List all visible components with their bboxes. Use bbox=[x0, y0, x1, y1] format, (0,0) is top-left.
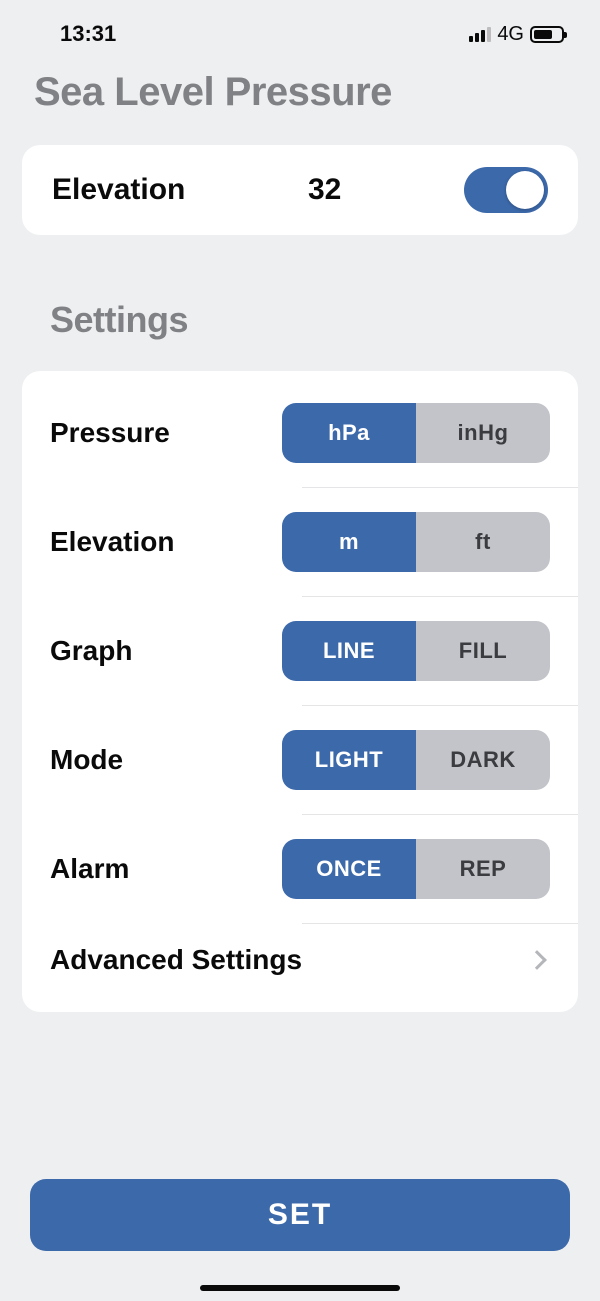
toggle-knob bbox=[506, 171, 544, 209]
pressure-option-hpa[interactable]: hPa bbox=[282, 403, 416, 463]
alarm-option-rep[interactable]: REP bbox=[416, 839, 550, 899]
elevation-toggle[interactable] bbox=[464, 167, 548, 213]
status-time: 13:31 bbox=[60, 21, 116, 47]
elevation-value: 32 bbox=[308, 173, 341, 207]
graph-option-line[interactable]: LINE bbox=[282, 621, 416, 681]
mode-option-light[interactable]: LIGHT bbox=[282, 730, 416, 790]
graph-option-fill[interactable]: FILL bbox=[416, 621, 550, 681]
elevation-unit-label: Elevation bbox=[50, 526, 174, 558]
setting-row-alarm: Alarm ONCE REP bbox=[22, 815, 578, 923]
status-bar: 13:31 4G bbox=[0, 12, 600, 56]
settings-title: Settings bbox=[0, 235, 600, 341]
pressure-label: Pressure bbox=[50, 417, 170, 449]
elevation-option-m[interactable]: m bbox=[282, 512, 416, 572]
setting-row-graph: Graph LINE FILL bbox=[22, 597, 578, 705]
elevation-option-ft[interactable]: ft bbox=[416, 512, 550, 572]
setting-row-pressure: Pressure hPa inHg bbox=[22, 379, 578, 487]
set-button[interactable]: SET bbox=[30, 1179, 570, 1251]
pressure-segmented: hPa inHg bbox=[282, 403, 550, 463]
elevation-segmented: m ft bbox=[282, 512, 550, 572]
settings-card: Pressure hPa inHg Elevation m ft Graph L… bbox=[22, 371, 578, 1012]
elevation-card: Elevation 32 bbox=[22, 145, 578, 235]
graph-segmented: LINE FILL bbox=[282, 621, 550, 681]
battery-icon bbox=[530, 26, 564, 43]
advanced-settings-row[interactable]: Advanced Settings bbox=[22, 924, 578, 1000]
status-right: 4G bbox=[469, 23, 564, 46]
alarm-option-once[interactable]: ONCE bbox=[282, 839, 416, 899]
signal-icon bbox=[469, 26, 491, 42]
mode-segmented: LIGHT DARK bbox=[282, 730, 550, 790]
advanced-settings-label: Advanced Settings bbox=[50, 944, 302, 976]
mode-option-dark[interactable]: DARK bbox=[416, 730, 550, 790]
home-indicator bbox=[200, 1285, 400, 1291]
page-title: Sea Level Pressure bbox=[0, 56, 600, 115]
setting-row-mode: Mode LIGHT DARK bbox=[22, 706, 578, 814]
mode-label: Mode bbox=[50, 744, 123, 776]
pressure-option-inhg[interactable]: inHg bbox=[416, 403, 550, 463]
alarm-segmented: ONCE REP bbox=[282, 839, 550, 899]
chevron-right-icon bbox=[527, 950, 547, 970]
alarm-label: Alarm bbox=[50, 853, 129, 885]
elevation-label: Elevation bbox=[52, 173, 185, 207]
setting-row-elevation: Elevation m ft bbox=[22, 488, 578, 596]
graph-label: Graph bbox=[50, 635, 132, 667]
network-label: 4G bbox=[497, 23, 524, 46]
